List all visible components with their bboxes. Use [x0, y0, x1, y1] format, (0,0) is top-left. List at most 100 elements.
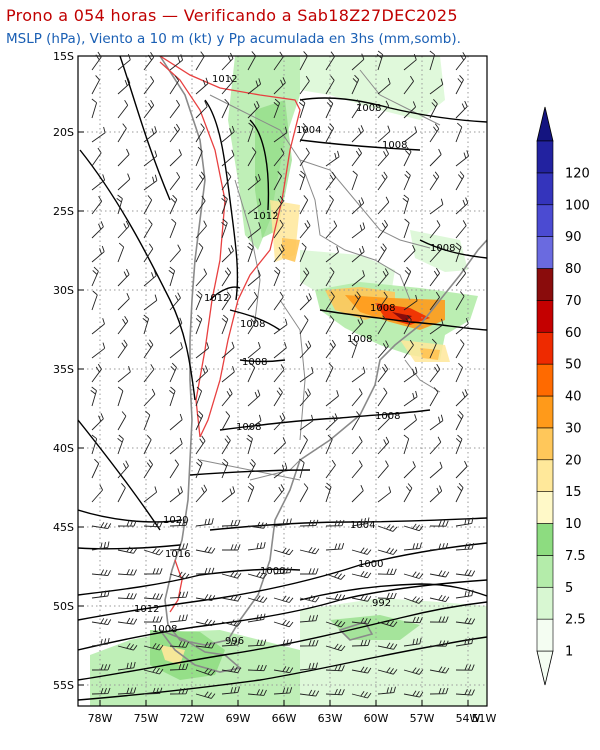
wind-barb — [143, 294, 158, 311]
wind-barb — [351, 53, 365, 71]
terrain-contours — [159, 56, 301, 613]
wind-barb — [143, 219, 153, 239]
isobar-label: 1008 — [240, 319, 265, 330]
wind-barb — [429, 198, 444, 215]
wind-barb — [273, 98, 281, 119]
wind-barb — [429, 363, 441, 383]
colorbar-swatch — [536, 268, 554, 301]
colorbar-swatch — [536, 491, 554, 524]
wind-barb — [403, 596, 424, 604]
wind-barb — [325, 434, 333, 455]
map-subtitle: MSLP (hPa), Viento a 10 m (kt) y Pp acum… — [6, 31, 461, 47]
lat-label: 55S — [53, 679, 74, 692]
wind-barb — [299, 242, 307, 263]
wind-barb — [273, 77, 286, 95]
wind-barb — [143, 99, 155, 119]
wind-barb — [273, 547, 294, 556]
colorbar-label: 10 — [565, 517, 582, 532]
wind-barb — [429, 640, 449, 647]
wind-barb — [351, 691, 372, 699]
wind-barb — [273, 462, 288, 479]
wind-barb — [273, 51, 284, 71]
wind-barb — [247, 595, 268, 603]
colorbar-label: 50 — [565, 358, 582, 373]
wind-barb — [299, 435, 308, 455]
wind-barb — [299, 662, 318, 671]
wind-barb — [455, 339, 465, 359]
wind-barb — [221, 571, 242, 579]
wind-barb — [221, 52, 234, 71]
colorbar-label: 2.5 — [565, 613, 586, 628]
wind-barb — [377, 315, 387, 335]
wind-barb — [117, 592, 137, 600]
wind-barb — [117, 173, 131, 191]
wind-barb — [143, 593, 163, 600]
wind-barb — [117, 220, 130, 239]
colorbar-label: 60 — [565, 326, 582, 341]
wind-barb — [377, 667, 398, 675]
wind-barb — [377, 340, 389, 359]
isobar-label: 1012 — [212, 74, 237, 85]
wind-barb — [169, 459, 179, 479]
wind-barb — [143, 75, 155, 95]
wind-barb — [325, 643, 346, 652]
wind-barb — [143, 459, 153, 479]
wind-barb — [299, 170, 306, 191]
isobar-label: 1016 — [165, 549, 190, 560]
wind-barb — [273, 687, 293, 695]
wind-barb — [273, 666, 294, 674]
wind-barb — [429, 338, 437, 359]
lat-label: 45S — [53, 521, 74, 534]
wind-barb — [246, 434, 253, 455]
colorbar-swatch — [536, 459, 554, 492]
wind-barb — [455, 317, 469, 335]
colorbar-swatch — [536, 427, 554, 461]
wind-barb — [455, 589, 474, 599]
wind-barb — [169, 614, 188, 623]
wind-barb — [429, 99, 438, 119]
wind-barb — [377, 125, 391, 143]
wind-barb — [117, 339, 128, 359]
isobar-label: 996 — [225, 636, 244, 647]
wind-barb — [351, 99, 362, 119]
wind-barb — [403, 53, 417, 71]
wind-barb — [117, 687, 137, 695]
isobar-label: 1004 — [350, 520, 375, 531]
wind-barb — [351, 411, 361, 431]
wind-barb — [221, 619, 242, 627]
wind-barb — [221, 149, 235, 167]
wind-barb — [325, 390, 339, 407]
colorbar-label: 20 — [565, 453, 582, 468]
wind-barb — [169, 75, 180, 95]
wind-barb — [299, 147, 310, 167]
wind-barb — [247, 689, 267, 696]
wind-barb — [143, 410, 151, 431]
wind-barb — [377, 268, 389, 287]
wind-barb — [221, 411, 231, 431]
wind-barb — [429, 666, 450, 674]
lat-label: 25S — [53, 205, 74, 218]
colorbar-label: 80 — [565, 262, 582, 277]
wind-barb — [195, 171, 206, 191]
wind-barb — [403, 126, 418, 143]
wind-barb — [168, 266, 176, 287]
wind-barb — [91, 266, 99, 287]
wind-barb — [273, 148, 285, 167]
wind-barb — [116, 194, 123, 215]
wind-barb — [143, 520, 163, 528]
wind-barb — [247, 362, 256, 383]
wind-barb — [377, 196, 390, 215]
isobar-label: 1008 — [370, 303, 395, 314]
wind-barb — [221, 341, 235, 359]
wind-barb — [222, 544, 241, 551]
wind-barb — [143, 364, 155, 383]
colorbar-label: 40 — [565, 390, 582, 405]
wind-barb — [91, 245, 105, 263]
wind-barb — [351, 338, 358, 359]
lon-label: 57W — [410, 712, 435, 725]
wind-barb — [455, 362, 464, 383]
wind-barb — [143, 687, 163, 695]
wind-barb — [247, 341, 261, 359]
wind-barb — [143, 643, 164, 651]
wind-barb — [377, 619, 398, 628]
